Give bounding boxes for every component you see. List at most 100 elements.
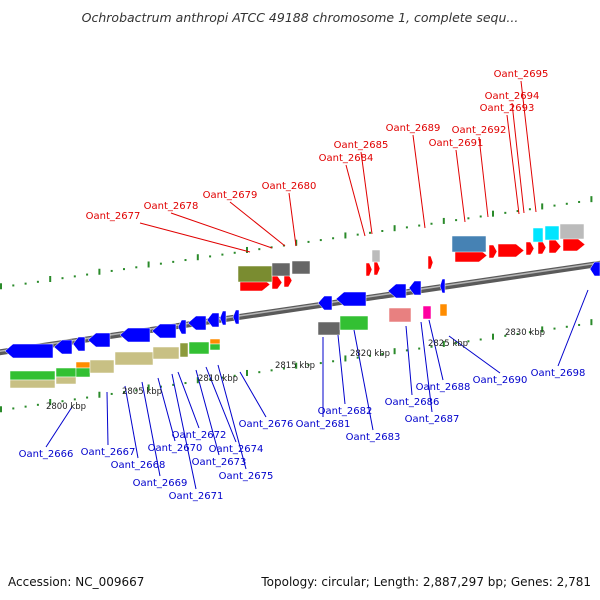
tick-mark-0-48	[590, 196, 593, 203]
feature-block-16	[317, 321, 341, 336]
reverse-gene-arrow-3	[87, 332, 111, 348]
feature-block-25	[559, 223, 585, 240]
gene-label-Oant_2693[interactable]: Oant_2693	[480, 103, 535, 114]
gene-label-Oant_2678[interactable]: Oant_2678	[144, 201, 199, 212]
gene-label-Oant_2670[interactable]: Oant_2670	[148, 443, 203, 454]
tick-mark-0-36	[442, 217, 445, 224]
gene-label-Oant_2684[interactable]: Oant_2684	[319, 153, 374, 164]
forward-gene-arrow-5	[427, 255, 434, 270]
gene-label-Oant_2668[interactable]: Oant_2668	[111, 460, 166, 471]
gene-label-Oant_2679[interactable]: Oant_2679	[203, 190, 258, 201]
gene-label-Oant_2675[interactable]: Oant_2675	[219, 471, 274, 482]
feature-block-6	[89, 359, 115, 374]
tick-mark-1-8	[98, 391, 101, 398]
leader-Oant_2676	[239, 371, 267, 418]
reverse-gene-arrow-12	[335, 291, 367, 307]
reverse-gene-arrow-0	[4, 343, 54, 359]
tick-mark-0-44	[541, 203, 544, 210]
gene-label-Oant_2688[interactable]: Oant_2688	[416, 382, 471, 393]
tick-mark-1-6	[73, 398, 76, 401]
feature-block-19	[388, 307, 412, 323]
gene-label-Oant_2695[interactable]: Oant_2695	[494, 69, 549, 80]
forward-gene-arrow-8	[497, 243, 525, 258]
forward-gene-arrow-4	[373, 261, 381, 276]
gene-label-Oant_2691[interactable]: Oant_2691	[429, 138, 484, 149]
reverse-gene-arrow-9	[219, 310, 227, 326]
tick-mark-0-27	[332, 237, 335, 240]
gene-label-Oant_2673[interactable]: Oant_2673	[192, 457, 247, 468]
scale-label-4: 2820 kbp	[350, 349, 390, 359]
tick-mark-1-7	[86, 396, 89, 399]
leader-Oant_2678	[170, 212, 273, 249]
leader-Oant_2685	[360, 151, 373, 235]
scale-label-6: 2830 kbp	[505, 328, 545, 338]
leader-Oant_2693	[506, 114, 520, 215]
tick-mark-0-43	[528, 208, 531, 211]
gene-label-Oant_2680[interactable]: Oant_2680	[262, 181, 317, 192]
tick-mark-1-34	[418, 347, 421, 350]
gene-label-Oant_2671[interactable]: Oant_2671	[169, 491, 224, 502]
gene-label-Oant_2674[interactable]: Oant_2674	[209, 444, 264, 455]
leader-Oant_2674	[205, 366, 237, 443]
tick-mark-1-25	[307, 363, 310, 366]
feature-block-24	[544, 225, 560, 241]
tick-mark-1-19	[233, 374, 236, 377]
gene-label-Oant_2667[interactable]: Oant_2667	[81, 447, 136, 458]
gene-label-Oant_2698[interactable]: Oant_2698	[531, 368, 586, 379]
forward-gene-arrow-1	[271, 275, 283, 290]
gene-features	[4, 223, 600, 389]
tick-mark-0-26	[319, 239, 322, 242]
feature-block-8	[152, 346, 180, 360]
tick-mark-1-9	[110, 392, 113, 395]
gene-label-Oant_2694[interactable]: Oant_2694	[485, 91, 540, 102]
reverse-gene-arrow-8	[206, 312, 220, 328]
reverse-gene-arrow-14	[408, 280, 422, 296]
leader-Oant_2673	[195, 369, 220, 456]
gene-label-Oant_2676[interactable]: Oant_2676	[239, 419, 294, 430]
leader-Oant_2671	[171, 373, 197, 490]
leader-Oant_2689	[412, 134, 426, 229]
reverse-gene-arrow-2	[72, 336, 86, 352]
tick-mark-0-31	[381, 230, 384, 233]
reverse-gene-arrow-1	[53, 339, 73, 355]
tick-mark-1-42	[516, 333, 519, 336]
feature-block-10	[188, 341, 210, 355]
leader-Oant_2690	[448, 335, 501, 374]
gene-label-Oant_2681[interactable]: Oant_2681	[296, 419, 351, 430]
gene-label-Oant_2683[interactable]: Oant_2683	[346, 432, 401, 443]
feature-block-1	[9, 379, 56, 389]
gene-label-Oant_2687[interactable]: Oant_2687	[405, 414, 460, 425]
gene-label-Oant_2682[interactable]: Oant_2682	[318, 406, 373, 417]
gene-label-Oant_2690[interactable]: Oant_2690	[473, 375, 528, 386]
gene-label-Oant_2689[interactable]: Oant_2689	[386, 123, 441, 134]
reverse-gene-arrow-10	[232, 309, 240, 325]
leader-Oant_2675	[217, 364, 247, 470]
tick-mark-0-10	[123, 268, 125, 271]
label-leaders	[45, 80, 589, 490]
gene-label-Oant_2666[interactable]: Oant_2666	[19, 449, 74, 460]
gene-label-Oant_2692[interactable]: Oant_2692	[452, 125, 507, 136]
tick-mark-0-20	[246, 246, 248, 253]
feature-block-5	[75, 367, 91, 378]
topology-summary: Topology: circular; Length: 2,887,297 bp…	[260, 575, 591, 589]
gene-label-Oant_2685[interactable]: Oant_2685	[334, 140, 389, 151]
feature-block-21	[439, 303, 448, 317]
feature-block-22	[451, 235, 487, 253]
tick-mark-0-14	[172, 260, 175, 263]
feature-block-13	[237, 265, 273, 283]
gene-label-Oant_2686[interactable]: Oant_2686	[385, 397, 440, 408]
tick-mark-1-41	[504, 334, 507, 337]
reverse-gene-arrow-4	[119, 327, 151, 343]
tick-mark-0-17	[209, 255, 212, 258]
tick-mark-0-35	[430, 222, 433, 225]
feature-block-20	[422, 305, 432, 320]
tick-mark-1-20	[246, 369, 248, 376]
gene-label-Oant_2669[interactable]: Oant_2669	[133, 478, 188, 489]
tick-mark-0-9	[110, 269, 113, 272]
gene-label-Oant_2677[interactable]: Oant_2677	[86, 211, 141, 222]
tick-mark-0-21	[258, 248, 261, 251]
tick-mark-1-29	[356, 356, 359, 359]
tick-mark-0-29	[356, 233, 359, 236]
leader-Oant_2684	[345, 164, 366, 237]
gene-label-Oant_2672[interactable]: Oant_2672	[172, 430, 227, 441]
